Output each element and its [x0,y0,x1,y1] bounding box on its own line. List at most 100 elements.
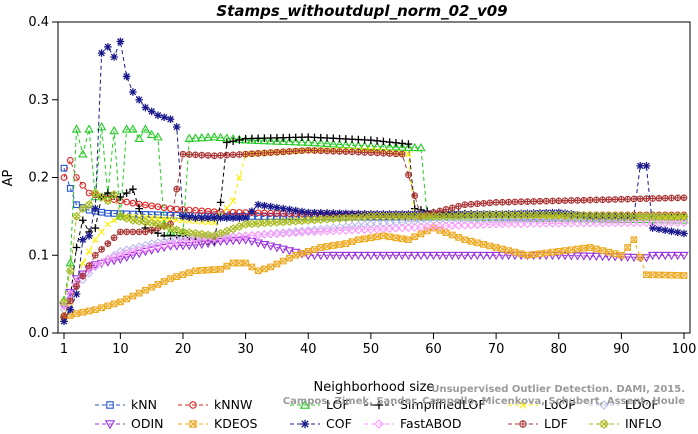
point [273,213,281,220]
point [173,205,181,213]
point [147,107,156,116]
point [473,210,482,218]
point [328,251,339,261]
point [184,228,194,238]
point [204,266,212,274]
point [524,251,531,259]
point [403,251,414,261]
point [184,233,194,243]
point [404,223,413,233]
point [147,218,157,228]
point [616,218,626,228]
point [435,251,445,261]
point [655,225,663,233]
point [410,217,420,226]
point [455,234,462,241]
point [85,307,93,315]
point [228,224,238,234]
point [599,247,606,254]
point [461,210,469,218]
point [386,150,394,157]
point [605,196,613,203]
point [59,297,69,307]
point [629,253,639,263]
point [229,259,237,267]
point [291,227,301,236]
point [128,251,138,261]
point [354,236,362,244]
point [79,181,87,189]
y-tick-label: 0.2 [28,171,49,186]
legend-label: INFLO [625,416,662,431]
point [384,142,395,151]
point [222,226,232,236]
point [279,257,287,265]
point [123,228,130,236]
point [160,278,168,285]
point [680,229,688,238]
point [548,208,557,217]
point [373,233,381,241]
point [542,208,551,217]
point [461,236,469,244]
point [359,141,370,150]
point [142,214,149,221]
point [242,259,249,267]
point [417,230,425,238]
point [397,211,407,221]
point [397,223,407,233]
point [511,198,519,206]
point [192,267,199,275]
point [410,223,420,232]
point [642,162,651,170]
point [123,198,130,206]
point [410,211,420,221]
point [66,297,74,305]
point [298,249,306,257]
point [535,210,545,220]
point [284,247,295,256]
point [448,204,456,212]
point [184,236,194,246]
point [135,95,143,104]
point [322,251,332,261]
point [422,222,432,232]
point [391,142,401,151]
point [96,122,107,131]
x-tick-label: 70 [488,342,505,357]
point [223,214,231,222]
legend-label: LDF [544,416,568,431]
point [173,273,181,280]
point [316,251,326,261]
point [604,253,614,262]
point [347,212,357,223]
point [260,230,269,240]
point [397,142,407,151]
series-simplifiedlof [60,133,688,322]
point [209,231,219,241]
point [197,235,207,245]
point [148,226,156,234]
point [560,252,570,261]
point [660,218,670,228]
point [372,141,382,150]
point [460,251,470,261]
point [567,210,576,218]
point [447,211,457,221]
point [184,241,195,251]
legend-item-cof: COF [290,416,352,431]
point [223,138,231,147]
x-tick-label: 30 [237,342,254,357]
point [204,207,212,215]
point [486,242,494,250]
point [122,248,132,258]
point [278,245,288,254]
point [96,192,107,202]
point [179,206,187,213]
point [285,227,294,237]
point [284,136,295,146]
point [378,211,388,221]
point [442,229,450,237]
point [416,216,426,226]
point [403,142,414,151]
